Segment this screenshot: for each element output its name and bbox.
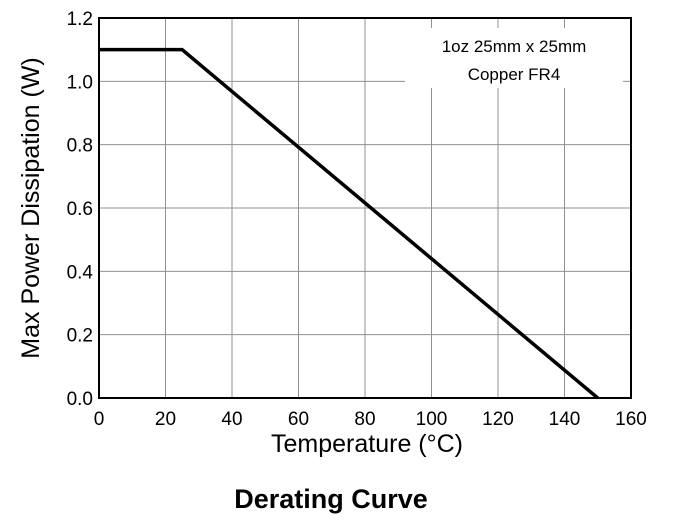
x-axis-label: Temperature (°C) bbox=[271, 430, 463, 458]
x-tick-label-1: 20 bbox=[155, 409, 176, 430]
x-tick-label-0: 0 bbox=[94, 409, 105, 430]
annotation-background bbox=[405, 28, 623, 88]
x-tick-label-3: 60 bbox=[288, 409, 309, 430]
y-tick-label-2: 0.4 bbox=[67, 262, 94, 283]
x-tick-labels: 0 20 40 60 80 100 120 140 160 bbox=[94, 409, 647, 430]
annotation-line-1: 1oz 25mm x 25mm bbox=[442, 37, 587, 56]
y-tick-label-1: 0.2 bbox=[67, 326, 93, 347]
x-tick-label-2: 40 bbox=[221, 409, 242, 430]
x-tick-label-5: 100 bbox=[416, 409, 448, 430]
series-line-0 bbox=[99, 47, 599, 400]
series-group bbox=[99, 47, 599, 400]
plot-frame bbox=[98, 17, 632, 399]
y-tick-label-0: 0.0 bbox=[67, 389, 93, 410]
annotation-line-2: Copper FR4 bbox=[468, 65, 561, 84]
y-axis-label: Max Power Dissipation (W) bbox=[17, 57, 45, 358]
x-tick-label-8: 160 bbox=[615, 409, 647, 430]
y-tick-labels: 0.0 0.2 0.4 0.6 0.8 1.0 1.2 bbox=[67, 9, 94, 410]
y-tick-label-4: 0.8 bbox=[67, 136, 93, 157]
x-tick-label-7: 140 bbox=[549, 409, 581, 430]
y-tick-label-6: 1.2 bbox=[67, 9, 93, 30]
x-tick-label-4: 80 bbox=[354, 409, 375, 430]
y-tick-label-5: 1.0 bbox=[67, 72, 93, 93]
x-tick-label-6: 120 bbox=[482, 409, 514, 430]
chart-title: Derating Curve bbox=[234, 484, 428, 514]
y-tick-label-3: 0.6 bbox=[67, 199, 93, 220]
